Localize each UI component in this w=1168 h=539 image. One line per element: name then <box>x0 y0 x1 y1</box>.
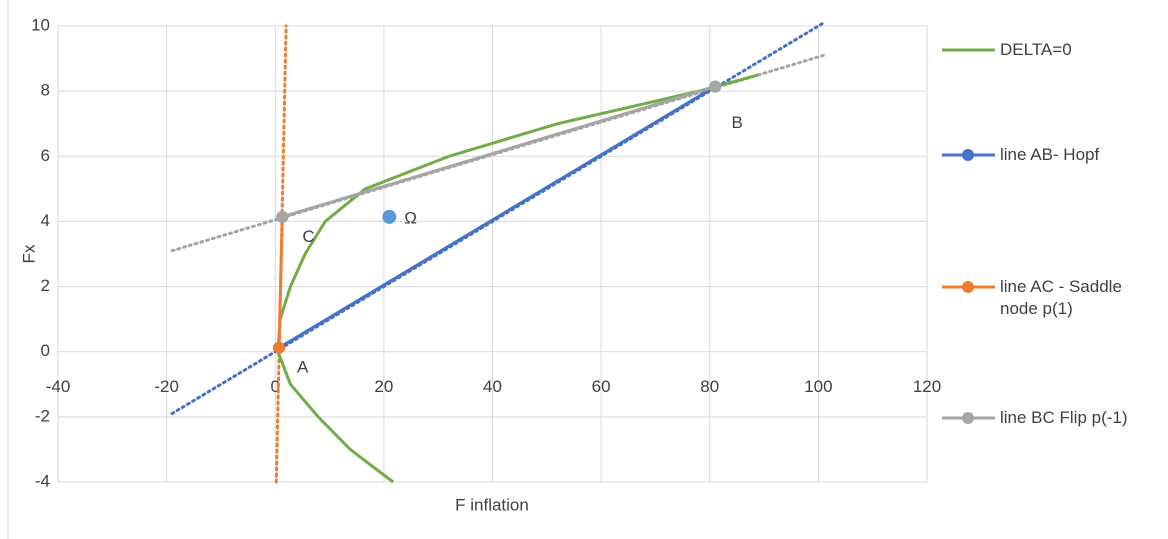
series-line <box>278 85 716 350</box>
legend-marker <box>962 412 974 424</box>
y-axis-label: Fx <box>19 244 38 263</box>
x-tick-label: 20 <box>374 377 393 396</box>
y-tick-label: 6 <box>41 146 50 165</box>
x-tick-label: 0 <box>271 377 280 396</box>
x-tick-label: -20 <box>154 377 179 396</box>
y-tick-label: 4 <box>41 211 50 230</box>
point-label: Ω <box>404 208 417 227</box>
series-line <box>281 85 716 219</box>
point-marker <box>273 341 286 354</box>
y-tick-label: -2 <box>35 406 50 425</box>
legend-label: line AC - Saddle node p(1) <box>1000 277 1122 318</box>
legend-label: line AB- Hopf <box>1000 145 1100 164</box>
annotation: A <box>297 357 309 376</box>
legend-marker <box>962 149 974 161</box>
x-axis-label: F inflation <box>455 495 529 514</box>
y-tick-label: 0 <box>41 341 50 360</box>
y-tick-label: 2 <box>41 276 50 295</box>
x-tick-label: 120 <box>913 377 941 396</box>
y-tick-label: 8 <box>41 81 50 100</box>
point-marker <box>276 210 289 223</box>
annotation: B <box>731 113 742 132</box>
x-tick-label: 100 <box>804 377 832 396</box>
series-line <box>277 216 284 348</box>
series-line <box>276 73 760 484</box>
annotation: C <box>302 227 314 246</box>
y-tick-label: 10 <box>31 15 50 34</box>
point-marker <box>709 80 722 93</box>
legend-label: DELTA=0 <box>1000 40 1072 59</box>
x-tick-label: 80 <box>700 377 719 396</box>
x-tick-label: 40 <box>483 377 502 396</box>
legend-label: line BC Flip p(-1) <box>1000 408 1128 427</box>
x-tick-label: 60 <box>592 377 611 396</box>
x-tick-label: -40 <box>46 377 71 396</box>
y-tick-label: -4 <box>35 471 50 490</box>
legend-marker <box>962 281 974 293</box>
point <box>382 209 397 224</box>
